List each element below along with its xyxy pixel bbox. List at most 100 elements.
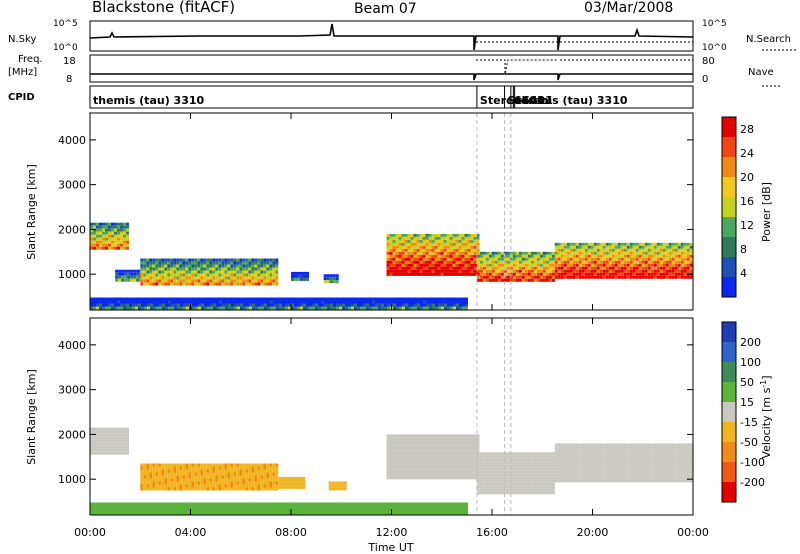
scatter-cell (629, 248, 633, 252)
scatter-cell (282, 303, 285, 307)
scatter-cell (221, 487, 225, 491)
scatter-cell (467, 272, 471, 276)
scatter-cell (117, 243, 120, 247)
scatter-cell (461, 467, 465, 471)
scatter-cell (500, 473, 504, 477)
scatter-cell (306, 277, 309, 281)
scatter-cell (404, 452, 408, 456)
scatter-cell (90, 439, 93, 443)
scatter-cell (176, 469, 180, 473)
scatter-cell (632, 467, 636, 471)
scatter-cell (141, 511, 144, 515)
scatter-cell (542, 482, 546, 486)
scatter-cell (147, 508, 150, 512)
scatter-cell (117, 505, 120, 509)
scatter-cell (500, 479, 504, 483)
scatter-cell (200, 267, 204, 271)
scatter-cell (236, 279, 240, 283)
scatter-cell (419, 254, 423, 258)
scatter-cell (518, 263, 522, 267)
scatter-cell (114, 237, 117, 241)
scatter-cell (395, 263, 399, 267)
scatter-cell (539, 269, 543, 273)
scatter-region (476, 251, 555, 282)
scatter-cell (557, 242, 561, 246)
scatter-cell (395, 236, 399, 240)
scatter-cell (545, 275, 549, 279)
scatter-cell (431, 434, 435, 438)
scatter-cell (414, 303, 417, 307)
scatter-cell (194, 484, 198, 488)
scatter-cell (263, 475, 267, 479)
scatter-cell (126, 300, 129, 304)
scatter-cell (632, 272, 636, 276)
scatter-cell (164, 469, 168, 473)
scatter-cell (228, 300, 231, 304)
scatter-cell (170, 475, 174, 479)
scatter-cell (269, 282, 273, 286)
scatter-cell (569, 449, 573, 453)
scatter-cell (339, 303, 342, 307)
scatter-cell (303, 508, 306, 512)
scatter-cell (671, 479, 675, 483)
scatter-cell (198, 303, 201, 307)
scatter-cell (575, 446, 579, 450)
scatter-cell (225, 511, 228, 515)
scatter-cell (635, 479, 639, 483)
scatter-cell (671, 251, 675, 255)
scatter-cell (404, 458, 408, 462)
scatter-cell (668, 467, 672, 471)
scatter-cell (108, 445, 111, 449)
scatter-cell (650, 260, 654, 264)
scatter-cell (653, 254, 657, 258)
scatter-cell (444, 508, 447, 512)
scatter-cell (423, 502, 426, 506)
scatter-cell (248, 484, 252, 488)
scatter-cell (146, 264, 150, 268)
scatter-cell (599, 272, 603, 276)
scatter-cell (662, 470, 666, 474)
scatter-region (115, 269, 143, 282)
velocity-scatter (90, 318, 693, 515)
scatter-cell (608, 251, 612, 255)
scatter-cell (239, 279, 243, 283)
scatter-cell (180, 297, 183, 301)
scatter-cell (659, 245, 663, 249)
scatter-cell (108, 451, 111, 455)
scatter-cell (351, 306, 354, 310)
scatter-cell (140, 466, 144, 470)
scatter-cell (401, 434, 405, 438)
scatter-cell (127, 269, 131, 273)
scatter-cell (90, 505, 93, 509)
scatter-cell (136, 278, 140, 282)
scatter-cell (366, 306, 369, 310)
scatter-cell (455, 443, 459, 447)
scatter-cell (470, 449, 474, 453)
scatter-cell (587, 455, 591, 459)
scatter-cell (434, 455, 438, 459)
scatter-cell (428, 470, 432, 474)
scatter-cell (120, 427, 123, 431)
scatter-cell (272, 469, 276, 473)
scatter-cell (140, 282, 144, 286)
scatter-cell (464, 242, 468, 246)
scatter-cell (632, 458, 636, 462)
scatter-cell (623, 245, 627, 249)
scatter-cell (530, 488, 534, 492)
scatter-cell (120, 297, 123, 301)
scatter-cell (93, 448, 96, 452)
scatter-cell (411, 303, 414, 307)
scatter-cell (291, 277, 294, 281)
scatter-cell (542, 461, 546, 465)
scatter-cell (476, 461, 480, 465)
scatter-cell (434, 263, 438, 267)
scatter-cell (279, 300, 282, 304)
scatter-cell (227, 463, 231, 467)
scatter-cell (542, 467, 546, 471)
scatter-cell (173, 478, 177, 482)
scatter-cell (102, 511, 105, 515)
scatter-cell (115, 275, 119, 279)
scatter-cell (542, 488, 546, 492)
scatter-cell (431, 455, 435, 459)
